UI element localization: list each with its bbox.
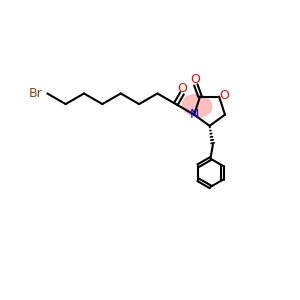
- Ellipse shape: [182, 94, 212, 117]
- Text: O: O: [190, 73, 200, 86]
- Text: Br: Br: [29, 87, 43, 100]
- Text: N: N: [190, 108, 199, 121]
- Text: O: O: [219, 88, 229, 102]
- Text: O: O: [177, 82, 187, 94]
